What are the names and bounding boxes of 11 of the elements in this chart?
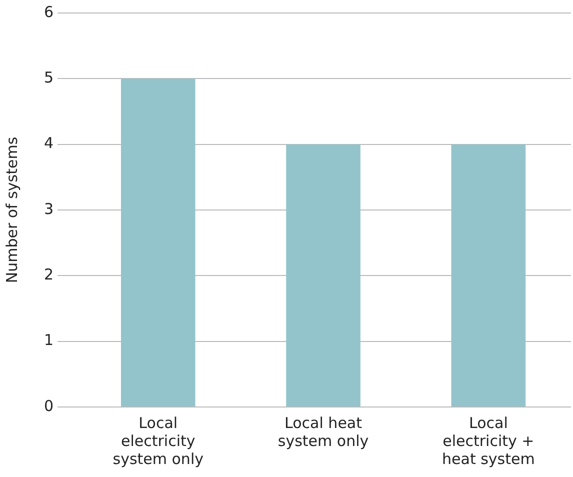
y-tick-label: 0 [44, 396, 54, 415]
y-axis-title: Number of systems [2, 136, 21, 284]
x-tick-label: Local electricity system only [112, 414, 204, 468]
y-tick-label: 4 [44, 134, 54, 152]
y-tick-label: 1 [44, 331, 54, 350]
x-tick-label: Local electricity + heat system [442, 414, 535, 468]
y-tick-label: 2 [44, 266, 54, 284]
y-tick-label: 5 [44, 68, 54, 87]
y-tick-label: 3 [44, 200, 54, 218]
x-tick-label: Local heat system only [278, 414, 369, 450]
y-tick-label: 6 [44, 2, 54, 21]
